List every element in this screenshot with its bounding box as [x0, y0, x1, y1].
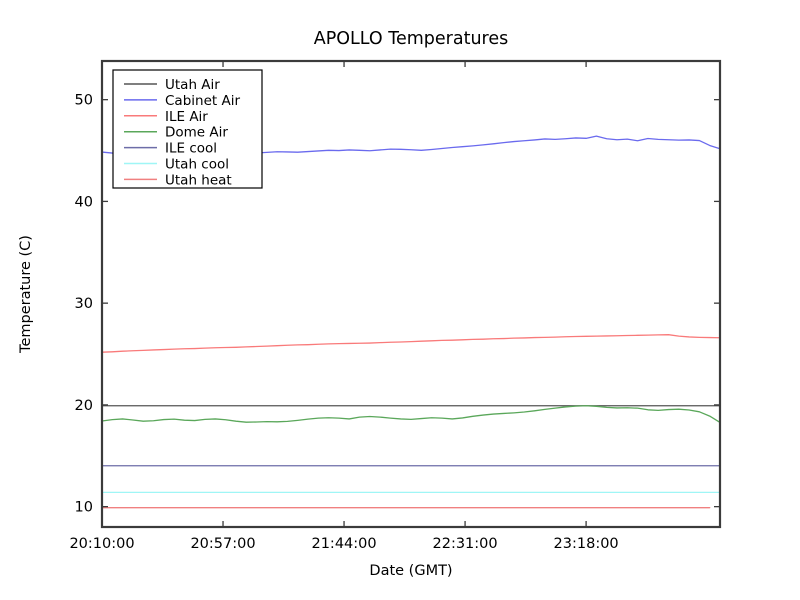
y-tick-label: 40: [75, 194, 93, 210]
y-tick-label: 10: [75, 500, 93, 516]
legend-label-utah-air: Utah Air: [165, 77, 220, 93]
legend-label-cabinet-air: Cabinet Air: [165, 93, 240, 109]
y-axis-label: Temperature (C): [18, 235, 34, 354]
legend-frame: [112, 69, 263, 189]
legend-label-ile-air: ILE Air: [165, 109, 208, 125]
series-line-ile-air: [101, 334, 721, 353]
y-tick-label: 50: [75, 93, 93, 109]
axes-spines: [100, 59, 722, 529]
x-tick-label: 22:31:00: [433, 536, 498, 552]
x-axis-label: Date (GMT): [369, 563, 452, 579]
x-axis-ticks: 20:10:00 20:57:00 21:44:00 22:31:00 23:18:00: [69, 61, 619, 552]
legend-label-utah-cool: Utah cool: [165, 157, 229, 173]
y-axis-ticks: 10 20 30 40 50: [75, 93, 720, 516]
x-tick-label: 21:44:00: [311, 536, 376, 552]
x-tick-label: 23:18:00: [554, 536, 619, 552]
x-tick-label: 20:10:00: [69, 536, 134, 552]
legend-label-dome-air: Dome Air: [165, 125, 228, 141]
series-line-dome-air: [101, 405, 721, 424]
legend-label-utah-heat: Utah heat: [165, 172, 232, 188]
legend-label-ile-cool: ILE cool: [165, 141, 217, 157]
x-tick-label: 20:57:00: [190, 536, 255, 552]
chart-title: APOLLO Temperatures: [314, 29, 508, 49]
y-tick-label: 20: [75, 398, 93, 414]
y-tick-label: 30: [75, 296, 93, 312]
